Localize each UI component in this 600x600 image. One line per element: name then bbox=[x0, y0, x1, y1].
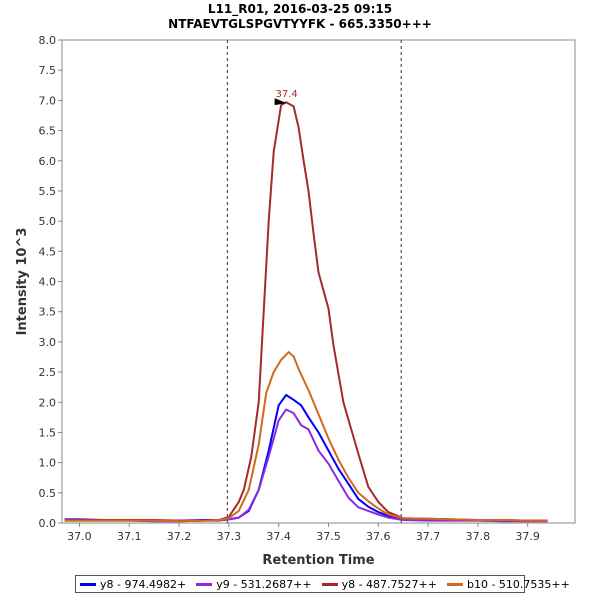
legend-swatch bbox=[446, 582, 463, 586]
y-tick-label: 4.0 bbox=[39, 276, 57, 289]
x-tick-label: 37.4 bbox=[266, 530, 291, 543]
y-tick-label: 2.0 bbox=[39, 396, 57, 409]
legend-swatch bbox=[321, 582, 338, 586]
y-tick-label: 4.5 bbox=[39, 245, 57, 258]
y-tick-label: 8.0 bbox=[39, 34, 57, 47]
y-tick-label: 0.0 bbox=[39, 517, 57, 530]
legend-item: y9 - 531.2687++ bbox=[196, 577, 312, 591]
legend-item: y8 - 487.7527++ bbox=[321, 577, 437, 591]
x-tick-label: 37.1 bbox=[117, 530, 142, 543]
x-tick-label: 37.8 bbox=[466, 530, 491, 543]
y-tick-label: 5.5 bbox=[39, 185, 57, 198]
series-line bbox=[64, 394, 548, 522]
x-tick-label: 37.2 bbox=[167, 530, 192, 543]
x-tick-label: 37.0 bbox=[67, 530, 92, 543]
x-tick-label: 37.6 bbox=[366, 530, 391, 543]
y-tick-label: 1.5 bbox=[39, 426, 57, 439]
y-tick-label: 5.0 bbox=[39, 215, 57, 228]
legend-swatch bbox=[80, 582, 96, 586]
x-tick-label: 37.7 bbox=[416, 530, 441, 543]
x-tick-label: 37.5 bbox=[316, 530, 341, 543]
series-line bbox=[64, 101, 548, 522]
chart-title: L11_R01, 2016-03-25 09:15 bbox=[207, 2, 393, 16]
x-tick-label: 37.9 bbox=[515, 530, 540, 543]
series-line bbox=[64, 351, 548, 523]
chart-legend: y8 - 974.4982+ y9 - 531.2687++ y8 - 487.75… bbox=[75, 575, 570, 593]
x-axis-title: Retention Time bbox=[262, 553, 374, 568]
y-tick-label: 6.0 bbox=[39, 155, 57, 168]
chart-subtitle: NTFAEVTGLSPGVTYYFK - 665.3350+++ bbox=[168, 17, 432, 31]
legend-item: y8 - 974.4982+ bbox=[80, 578, 186, 591]
y-tick-label: 6.5 bbox=[39, 125, 57, 138]
y-axis-title: Intensity 10^3 bbox=[15, 228, 30, 336]
y-tick-label: 3.5 bbox=[39, 306, 57, 319]
y-tick-label: 0.5 bbox=[39, 487, 57, 500]
y-tick-label: 3.0 bbox=[39, 336, 57, 349]
legend-label: b10 - 510.7535++ bbox=[466, 577, 570, 591]
x-tick-label: 37.3 bbox=[217, 530, 242, 543]
y-tick-label: 7.0 bbox=[39, 94, 57, 107]
y-tick-label: 2.5 bbox=[39, 366, 57, 379]
legend-label: y9 - 531.2687++ bbox=[216, 577, 312, 591]
legend-swatch bbox=[196, 582, 213, 586]
peak-label: 37.4 bbox=[275, 89, 297, 100]
peak-marker-icon bbox=[274, 98, 287, 106]
legend-label: y8 - 487.7527++ bbox=[341, 577, 437, 591]
y-tick-label: 7.5 bbox=[39, 64, 57, 77]
series-line bbox=[64, 408, 548, 523]
y-tick-label: 1.0 bbox=[39, 457, 57, 470]
legend-item: b10 - 510.7535++ bbox=[446, 577, 570, 591]
legend-label: y8 - 974.4982+ bbox=[100, 577, 187, 591]
